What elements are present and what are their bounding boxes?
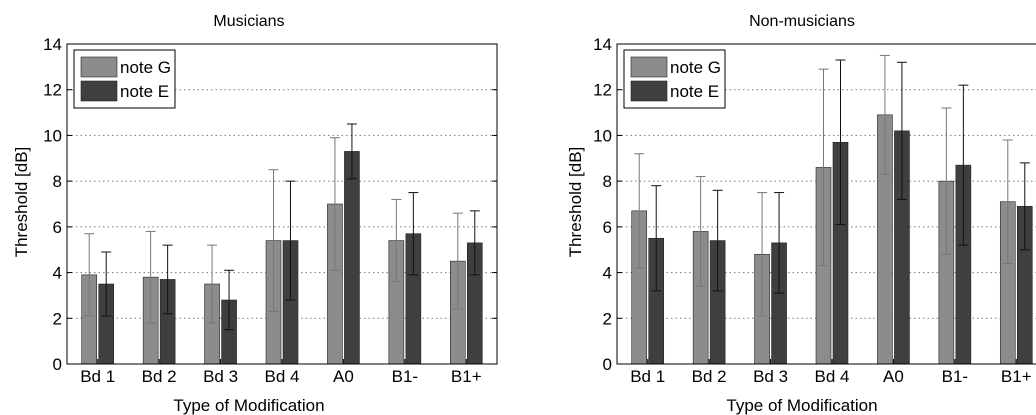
y-tick-label: 6 xyxy=(53,218,62,237)
legend-label: note E xyxy=(120,82,169,101)
legend-label: note G xyxy=(670,58,721,77)
x-tick-label: B1+ xyxy=(451,367,482,386)
x-axis-label: Type of Modification xyxy=(726,396,877,415)
legend-swatch-note-e xyxy=(80,80,118,102)
y-axis-label: Threshold [dB] xyxy=(12,147,31,258)
legend: note G note E xyxy=(623,49,726,109)
gridlines xyxy=(67,89,497,319)
y-tick-label: 0 xyxy=(603,355,612,374)
y-tick-label: 8 xyxy=(603,172,612,191)
x-axis-label: Type of Modification xyxy=(173,396,324,415)
x-tick-label: A0 xyxy=(333,367,354,386)
y-tick-label: 2 xyxy=(603,309,612,328)
y-tick-label: 12 xyxy=(43,81,62,100)
plot-frame xyxy=(616,43,1036,365)
chart-musicians: Musicians Type of Modification Threshold… xyxy=(12,13,498,415)
legend-label: note G xyxy=(120,58,171,77)
legend-swatch-note-g xyxy=(630,56,668,78)
y-tick-label: 8 xyxy=(53,172,62,191)
chart-non-musicians: Non-musicians Type of Modification Thres… xyxy=(566,13,1036,415)
x-tick-label: Bd 3 xyxy=(203,367,238,386)
y-tick-label: 2 xyxy=(53,309,62,328)
chart-title: Musicians xyxy=(213,13,284,30)
x-tick-label: B1- xyxy=(942,367,968,386)
y-tick-label: 10 xyxy=(593,126,612,145)
plot-frame xyxy=(66,43,498,365)
y-tick-label: 10 xyxy=(43,126,62,145)
x-tick-label: Bd 3 xyxy=(753,367,788,386)
x-tick-label: Bd 2 xyxy=(692,367,727,386)
y-axis-label: Threshold [dB] xyxy=(566,147,585,258)
y-tick-label: 0 xyxy=(53,355,62,374)
y-tick-label: 6 xyxy=(603,218,612,237)
y-tick-label: 12 xyxy=(593,81,612,100)
x-tick-label: Bd 1 xyxy=(80,367,115,386)
bar-note-e xyxy=(344,151,360,365)
y-tick-label: 4 xyxy=(53,264,62,283)
legend-swatch-note-e xyxy=(630,80,668,102)
x-tick-label: Bd 4 xyxy=(265,367,300,386)
x-tick-label: B1- xyxy=(392,367,418,386)
legend-swatch-note-g xyxy=(80,56,118,78)
y-tick-label: 4 xyxy=(603,264,612,283)
y-tick-label: 14 xyxy=(593,35,612,54)
legend-label: note E xyxy=(670,82,719,101)
x-tick-label: A0 xyxy=(883,367,904,386)
chart-title: Non-musicians xyxy=(749,13,855,30)
y-tick-label: 14 xyxy=(43,35,62,54)
x-tick-label: Bd 1 xyxy=(630,367,665,386)
x-tick-label: B1+ xyxy=(1001,367,1032,386)
legend: note G note E xyxy=(73,49,176,109)
x-tick-label: Bd 4 xyxy=(815,367,850,386)
x-tick-label: Bd 2 xyxy=(142,367,177,386)
